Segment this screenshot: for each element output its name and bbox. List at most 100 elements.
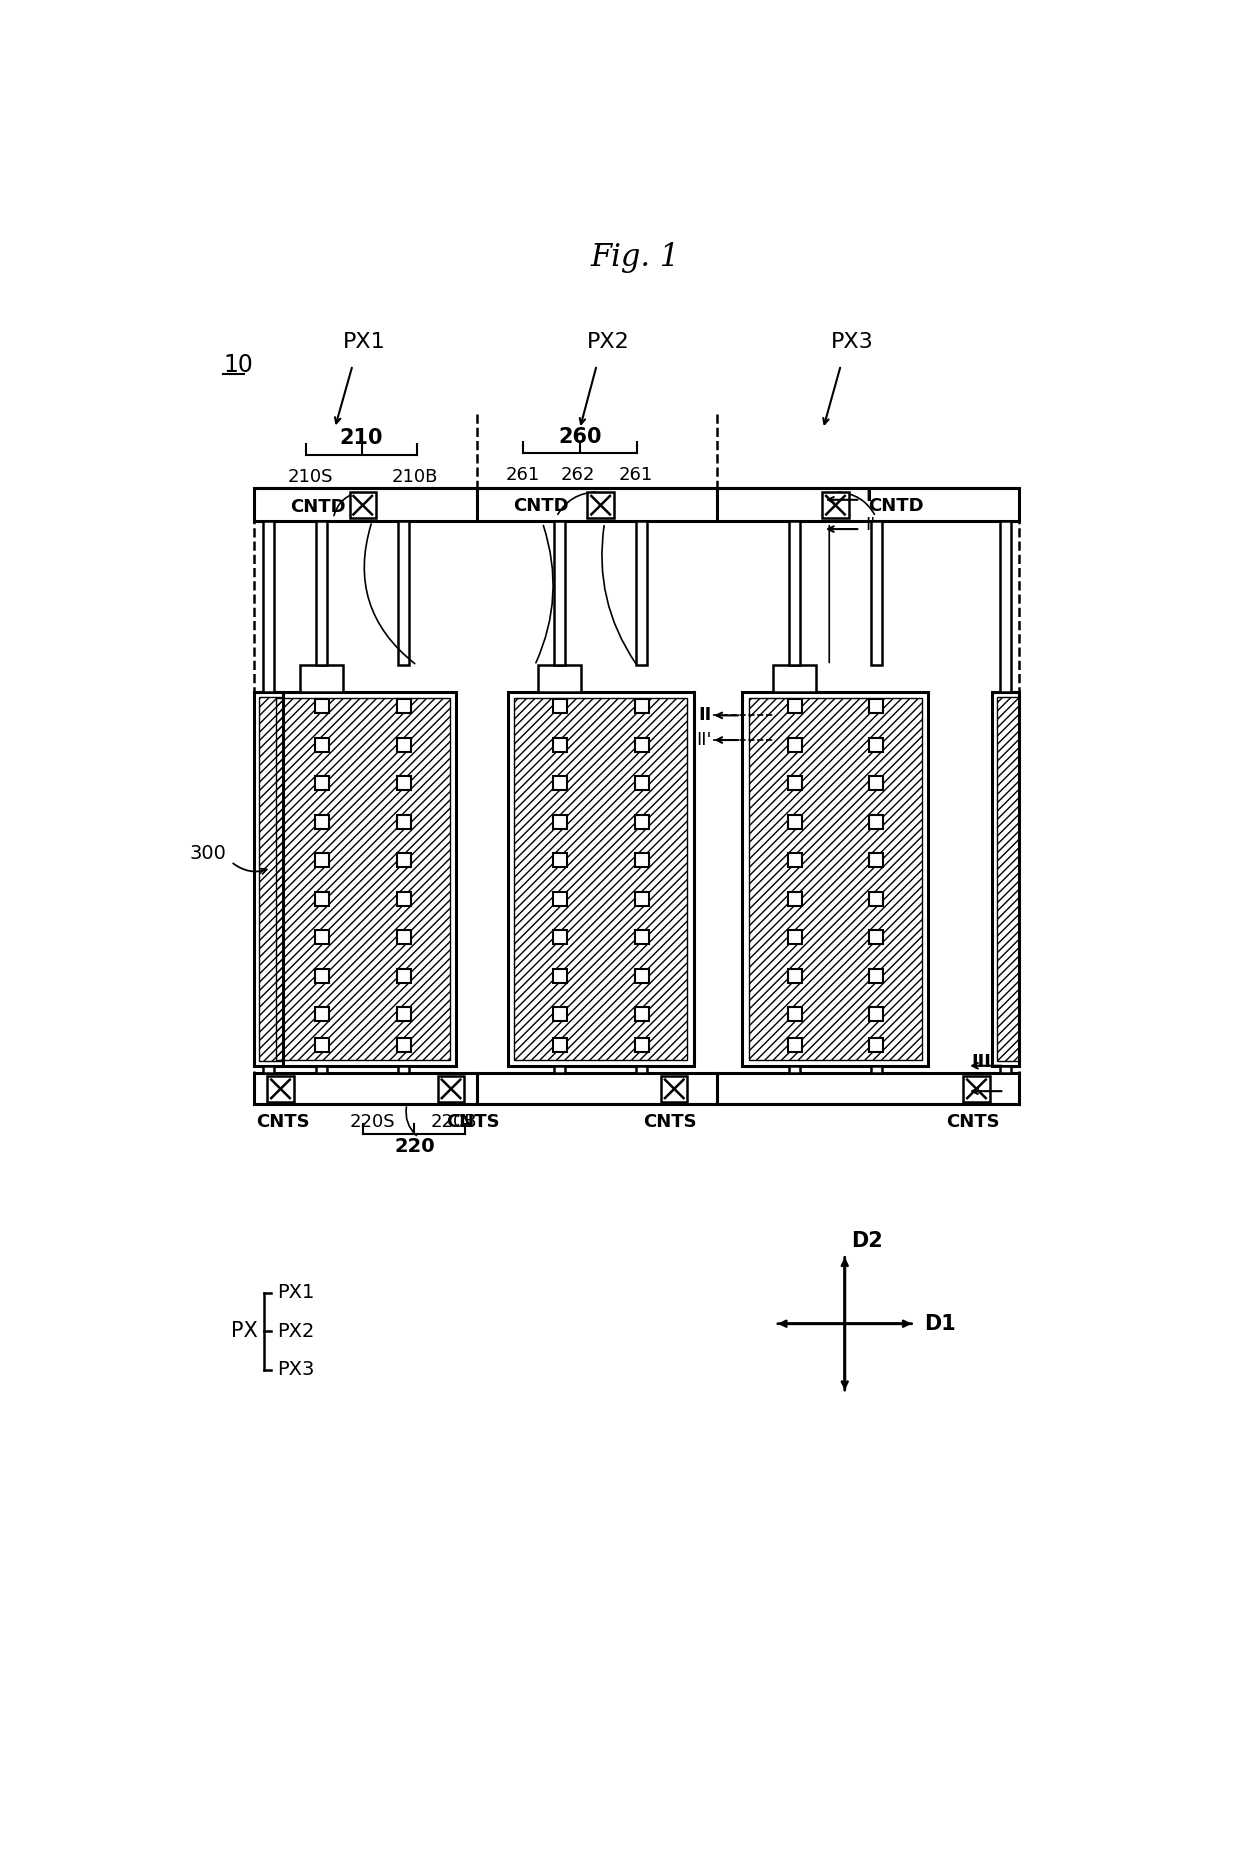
Bar [1001,1067,1011,1074]
Bar [553,775,567,790]
Text: 261: 261 [619,466,652,484]
Bar [397,1007,410,1020]
Bar [315,1007,329,1020]
Text: I': I' [866,516,875,534]
Bar [398,521,409,666]
Bar [259,697,283,1061]
Bar [254,692,283,1067]
Text: 260: 260 [558,427,601,447]
Text: 210: 210 [340,429,383,449]
Bar [635,1039,649,1052]
Bar [316,1067,327,1074]
Text: CNTS: CNTS [257,1113,310,1132]
Bar [774,666,816,692]
Bar [787,1039,801,1052]
Text: CNTS: CNTS [644,1113,697,1132]
Bar [553,929,567,944]
Bar [268,1076,294,1102]
Text: II: II [698,707,712,725]
Bar [869,853,883,866]
Bar [869,814,883,829]
Bar [553,853,567,866]
Text: 220S: 220S [350,1113,394,1132]
Bar [749,699,923,1059]
Bar [553,699,567,712]
Bar [254,1074,1019,1104]
Bar [635,775,649,790]
Bar [635,853,649,866]
Bar [315,814,329,829]
Bar [398,1067,409,1074]
Bar [263,1067,274,1074]
Text: 10: 10 [223,352,253,377]
Bar [553,814,567,829]
Text: PX1: PX1 [343,332,386,352]
Bar [743,692,929,1067]
Bar [300,666,343,692]
Text: 262: 262 [560,466,594,484]
Bar [397,929,410,944]
Bar [635,1007,649,1020]
Bar [554,521,565,666]
Text: CNTD: CNTD [868,497,924,516]
Text: 261: 261 [506,466,541,484]
Bar [1001,521,1011,692]
Bar [507,692,693,1067]
Bar [869,1007,883,1020]
Bar [789,521,800,666]
Bar [787,1007,801,1020]
Text: 210B: 210B [392,467,438,486]
Bar [870,521,882,666]
Bar [553,1007,567,1020]
Bar [397,968,410,983]
Bar [397,738,410,751]
Text: I: I [866,488,872,505]
Bar [992,692,1019,1067]
Bar [315,968,329,983]
Bar [635,738,649,751]
Text: III: III [972,1054,992,1070]
Bar [397,814,410,829]
Bar [397,699,410,712]
Bar [315,853,329,866]
Bar [787,892,801,905]
Bar [315,738,329,751]
Bar [350,492,376,518]
Bar [787,699,801,712]
Text: CNTS: CNTS [446,1113,500,1132]
Text: 220B: 220B [430,1113,476,1132]
Text: CNTS: CNTS [946,1113,999,1132]
Bar [997,697,1019,1061]
Text: PX2: PX2 [587,332,630,352]
Text: PX3: PX3 [278,1360,315,1380]
Bar [787,968,801,983]
Bar [787,853,801,866]
Bar [636,521,647,666]
Bar [636,1067,647,1074]
Text: D1: D1 [924,1313,956,1334]
Text: PX1: PX1 [278,1284,315,1302]
Bar [869,738,883,751]
Bar [316,521,327,666]
Bar [315,929,329,944]
Bar [397,775,410,790]
Text: D2: D2 [851,1230,883,1250]
Text: II': II' [696,731,712,749]
Bar [869,892,883,905]
Bar [270,692,456,1067]
Bar [315,699,329,712]
Bar [538,666,582,692]
Bar [263,521,274,692]
Bar [315,1039,329,1052]
Text: PX: PX [231,1321,258,1341]
Bar [588,492,614,518]
Bar [635,892,649,905]
Bar [661,1076,687,1102]
Text: 210S: 210S [288,467,332,486]
Bar [869,968,883,983]
Bar [438,1076,464,1102]
Bar [787,775,801,790]
Bar [963,1076,990,1102]
Text: 300: 300 [190,844,226,863]
Bar [789,1067,800,1074]
